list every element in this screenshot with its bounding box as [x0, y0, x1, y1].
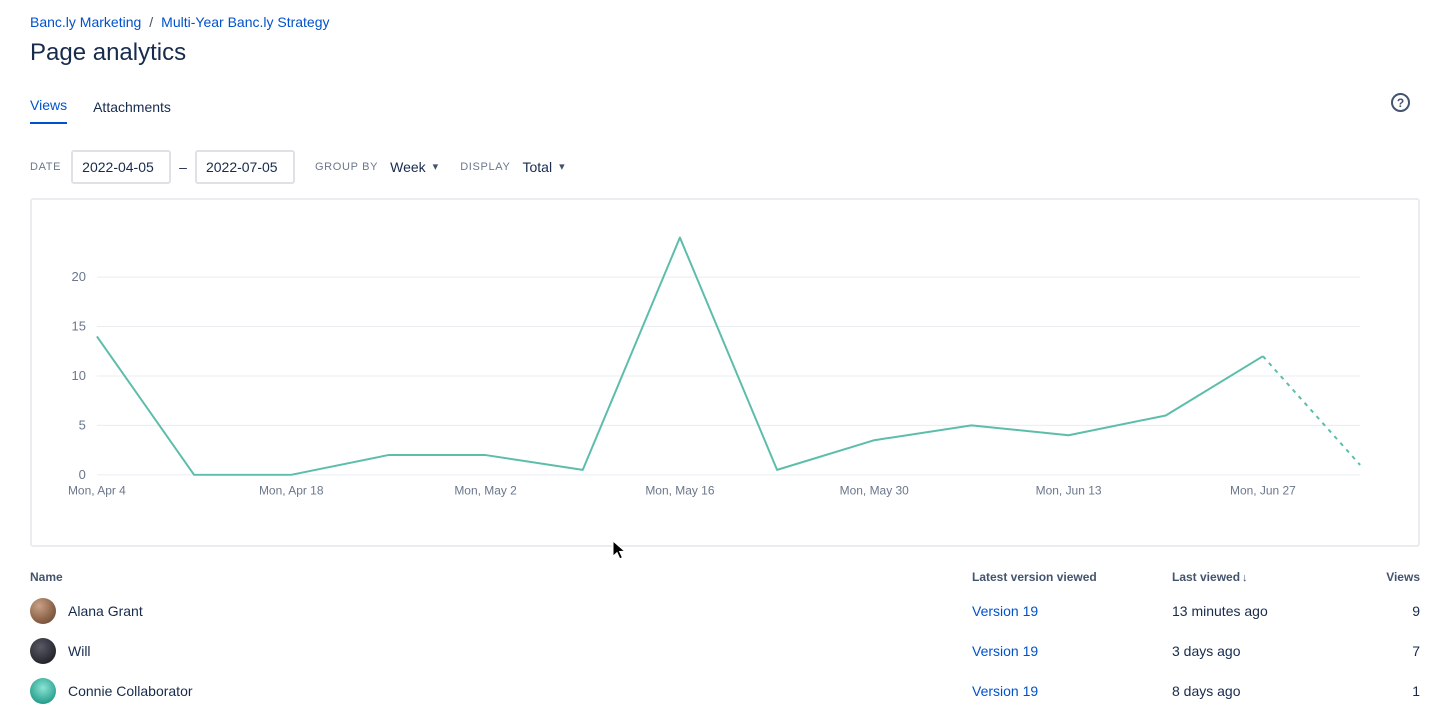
group-by-filter: GROUP BY Week ▾ — [315, 155, 440, 179]
chevron-down-icon: ▾ — [432, 160, 439, 173]
views-count: 9 — [1412, 603, 1420, 619]
viewer-name: Connie Collaborator — [68, 683, 193, 699]
col-views[interactable]: Views — [1386, 570, 1420, 584]
svg-text:Mon, May 2: Mon, May 2 — [454, 484, 517, 498]
table-row: Will Version 19 3 days ago 7 — [30, 631, 1420, 671]
viewers-table: Name Latest version viewed Last viewed ↓ … — [30, 563, 1420, 711]
filter-bar: DATE – GROUP BY Week ▾ DISPLAY Total ▾ — [30, 150, 1420, 184]
version-link[interactable]: Version 19 — [972, 603, 1039, 619]
col-last-viewed[interactable]: Last viewed ↓ — [1172, 570, 1372, 584]
breadcrumb-space-link[interactable]: Banc.ly Marketing — [30, 14, 142, 30]
viewer-name: Will — [68, 643, 91, 659]
version-link[interactable]: Version 19 — [972, 683, 1039, 699]
tab-attachments[interactable]: Attachments — [93, 99, 171, 115]
breadcrumb-page-link[interactable]: Multi-Year Banc.ly Strategy — [161, 14, 330, 30]
svg-text:Mon, Jun 13: Mon, Jun 13 — [1036, 484, 1102, 498]
date-range-separator: – — [179, 159, 187, 175]
avatar — [30, 678, 56, 704]
page-title: Page analytics — [30, 39, 187, 66]
date-to-input[interactable] — [194, 150, 295, 184]
date-from-input[interactable] — [71, 150, 172, 184]
svg-text:Mon, May 16: Mon, May 16 — [645, 484, 715, 498]
version-link[interactable]: Version 19 — [972, 643, 1039, 659]
group-by-select[interactable]: Week ▾ — [388, 155, 440, 179]
viewer-name: Alana Grant — [68, 603, 143, 619]
col-latest-version[interactable]: Latest version viewed — [972, 570, 1097, 584]
svg-text:15: 15 — [71, 319, 85, 334]
viewer-name-cell: Will — [30, 638, 972, 664]
views-count: 1 — [1412, 683, 1420, 699]
svg-text:Mon, Apr 4: Mon, Apr 4 — [68, 484, 126, 498]
col-last-viewed-label: Last viewed — [1172, 570, 1241, 584]
date-label: DATE — [30, 161, 62, 173]
views-count: 7 — [1412, 643, 1420, 659]
chevron-down-icon: ▾ — [559, 160, 565, 173]
date-filter: DATE – — [30, 150, 295, 184]
display-filter: DISPLAY Total ▾ — [460, 155, 566, 179]
svg-text:0: 0 — [79, 467, 86, 482]
svg-text:10: 10 — [71, 368, 85, 383]
breadcrumb: Banc.ly Marketing / Multi-Year Banc.ly S… — [30, 14, 1420, 30]
help-icon[interactable]: ? — [1391, 93, 1410, 112]
svg-text:Mon, Apr 18: Mon, Apr 18 — [259, 484, 324, 498]
table-row: Connie Collaborator Version 19 8 days ag… — [30, 671, 1420, 711]
svg-text:Mon, May 30: Mon, May 30 — [840, 484, 910, 498]
display-select[interactable]: Total ▾ — [520, 155, 566, 179]
avatar — [30, 598, 56, 624]
viewer-name-cell: Connie Collaborator — [30, 678, 972, 704]
breadcrumb-separator: / — [149, 14, 154, 30]
svg-text:5: 5 — [79, 417, 86, 432]
svg-text:20: 20 — [71, 269, 85, 284]
tabs: Views Attachments ? — [30, 93, 1420, 124]
col-name[interactable]: Name — [30, 570, 63, 584]
table-row: Alana Grant Version 19 13 minutes ago 9 — [30, 591, 1420, 631]
views-chart-card: 0 5 10 15 20 Mon, Apr 4 Mon, Apr 18 Mon, May 2 M… — [30, 198, 1420, 547]
last-viewed-value: 13 minutes ago — [1172, 603, 1268, 619]
group-by-label: GROUP BY — [314, 161, 379, 173]
last-viewed-value: 8 days ago — [1172, 683, 1241, 699]
sort-down-icon: ↓ — [1242, 572, 1248, 584]
views-line-chart[interactable]: 0 5 10 15 20 Mon, Apr 4 Mon, Apr 18 Mon, May 2 M… — [32, 200, 1418, 545]
table-header: Name Latest version viewed Last viewed ↓ … — [30, 563, 1420, 591]
last-viewed-value: 3 days ago — [1172, 643, 1241, 659]
avatar — [30, 638, 56, 664]
display-label: DISPLAY — [460, 161, 511, 173]
tab-views[interactable]: Views — [30, 97, 68, 124]
display-value: Total — [522, 159, 553, 175]
viewer-name-cell: Alana Grant — [30, 598, 972, 624]
svg-text:Mon, Jun 27: Mon, Jun 27 — [1230, 484, 1296, 498]
group-by-value: Week — [390, 159, 426, 175]
